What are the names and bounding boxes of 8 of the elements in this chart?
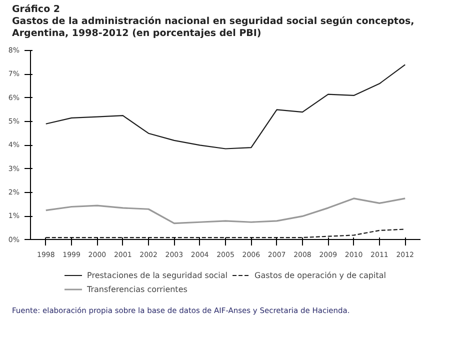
legend-label: Transferencias corrientes	[87, 284, 188, 294]
line-series	[45, 228, 406, 238]
chart-title: Gráfico 2	[12, 4, 60, 16]
line-series	[45, 64, 406, 150]
legend-label: Gastos de operación y de capital	[254, 270, 386, 280]
line-series	[45, 198, 406, 224]
legend-label: Prestaciones de la seguridad social	[87, 270, 228, 280]
chart-subtitle: Gastos de la administración nacional en seguridad social según conceptos, Argentina, 1998-2012 (en porcentajes del PBI)	[12, 16, 416, 40]
